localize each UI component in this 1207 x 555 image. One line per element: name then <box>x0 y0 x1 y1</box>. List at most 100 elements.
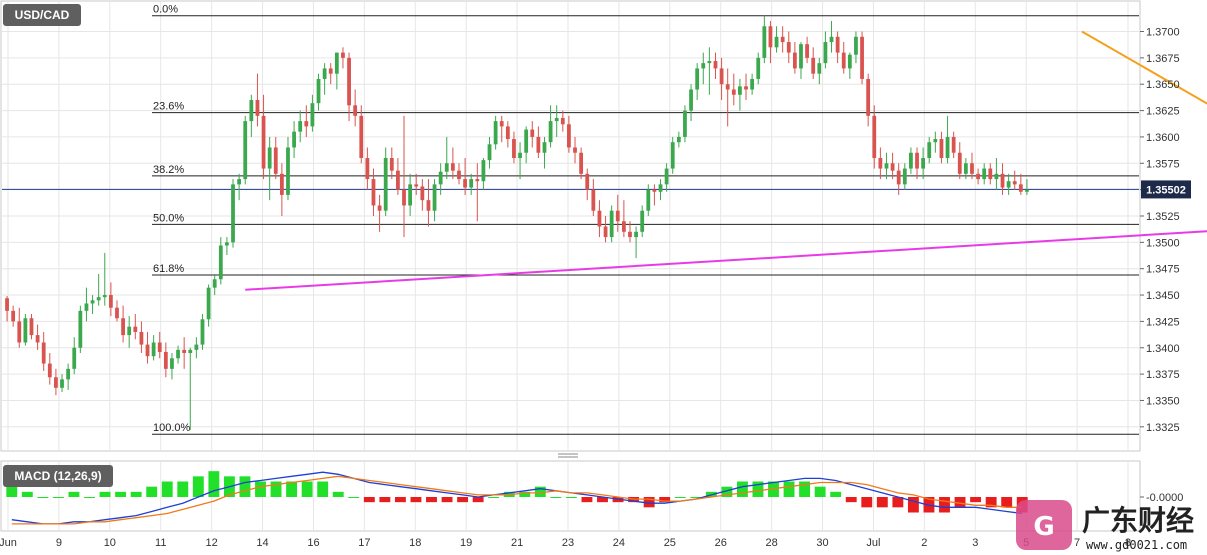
candle-body <box>408 184 413 206</box>
candle-body <box>322 68 327 79</box>
candle <box>481 158 486 190</box>
candle <box>689 84 693 122</box>
y-tick-label: 1.3375 <box>1146 369 1180 381</box>
candle-body <box>963 163 968 174</box>
candle <box>316 73 321 111</box>
macd-histogram-bar <box>954 497 966 508</box>
y-tick-label: 1.3625 <box>1146 106 1180 118</box>
candle <box>383 147 388 216</box>
candle <box>939 131 944 164</box>
candle-body <box>792 52 797 69</box>
x-tick-label: 10 <box>104 537 116 549</box>
candle-body <box>11 310 16 322</box>
candle-body <box>841 52 846 69</box>
candle-body <box>29 318 34 336</box>
candle-body <box>835 36 840 53</box>
candle-body <box>866 78 871 116</box>
macd-histogram-bar <box>161 481 173 497</box>
candle-body <box>249 100 254 122</box>
panel-resize-handle[interactable] <box>558 453 578 458</box>
candle <box>420 179 425 211</box>
candle-body <box>847 54 852 69</box>
candle <box>597 200 602 238</box>
candle <box>927 136 932 164</box>
macd-histogram-bar <box>985 497 997 508</box>
candle-body <box>237 179 242 185</box>
candle-body <box>84 303 89 311</box>
macd-histogram-bar <box>659 497 671 503</box>
candle <box>866 73 871 127</box>
macd-histogram-bar <box>363 497 375 503</box>
candle-body <box>463 179 467 188</box>
candle <box>457 163 461 185</box>
candle <box>322 63 327 95</box>
candle <box>145 331 150 364</box>
candle-body <box>60 379 64 388</box>
macd-histogram-bar <box>970 497 982 503</box>
candle-body <box>499 121 504 127</box>
candle-body <box>591 189 596 211</box>
x-tick-label: 9 <box>56 537 62 549</box>
candle-body <box>78 310 83 348</box>
macd-histogram-bar <box>6 486 18 497</box>
candle-body <box>371 179 376 206</box>
candle-body <box>646 189 651 211</box>
candle <box>512 131 516 164</box>
candle-body <box>597 210 602 227</box>
candle-body <box>444 163 449 172</box>
macd-histogram-bar <box>488 497 500 498</box>
candle-body <box>701 63 706 69</box>
candle <box>176 345 180 364</box>
x-tick-label: 26 <box>715 537 727 549</box>
candle-body <box>469 179 474 188</box>
candle <box>450 147 455 180</box>
candle-body <box>811 57 816 74</box>
x-tick-label: 3 <box>972 537 978 549</box>
candle-body <box>548 121 553 143</box>
macd-histogram-bar <box>861 497 873 508</box>
macd-histogram-bar <box>783 481 795 497</box>
candle-body <box>334 52 339 74</box>
candle <box>872 105 877 169</box>
candle <box>756 52 761 85</box>
candle-body <box>854 36 858 55</box>
candle <box>909 147 913 174</box>
macd-series <box>6 471 1028 525</box>
macd-histogram-bar <box>68 491 80 497</box>
candle <box>347 52 351 122</box>
candle <box>792 42 797 74</box>
candle-body <box>292 131 296 148</box>
candle <box>701 52 706 85</box>
candle-body <box>41 342 46 364</box>
candle <box>304 105 309 137</box>
candle-body <box>341 52 345 58</box>
macd-histogram-bar <box>736 481 748 497</box>
candle <box>542 136 547 169</box>
macd-panel[interactable] <box>0 460 1141 532</box>
y-tick-label: 1.3525 <box>1146 211 1180 223</box>
candle <box>976 168 980 185</box>
macd-histogram-bar <box>99 491 111 497</box>
candlestick-series <box>5 15 1029 430</box>
candle-body <box>206 287 211 320</box>
candle-body <box>35 335 40 343</box>
candle <box>29 314 34 340</box>
candle-body <box>218 245 223 280</box>
x-tick-label: 18 <box>409 537 421 549</box>
trendlines <box>245 30 1207 291</box>
candle <box>731 73 736 106</box>
candle-body <box>542 142 547 153</box>
candle <box>47 353 52 385</box>
candle-body <box>316 78 321 104</box>
candle <box>774 26 779 53</box>
candle-body <box>884 163 889 169</box>
candle-body <box>157 342 162 352</box>
macd-histogram-bar <box>907 497 919 513</box>
x-tick-label: 19 <box>460 537 472 549</box>
last-price-label: 1.35502 <box>1146 184 1186 196</box>
candle-body <box>567 124 571 148</box>
candle-body <box>512 139 516 159</box>
candle <box>115 300 119 322</box>
macd-badge: MACD (12,26,9) <box>3 465 113 487</box>
candle-body <box>279 173 284 195</box>
